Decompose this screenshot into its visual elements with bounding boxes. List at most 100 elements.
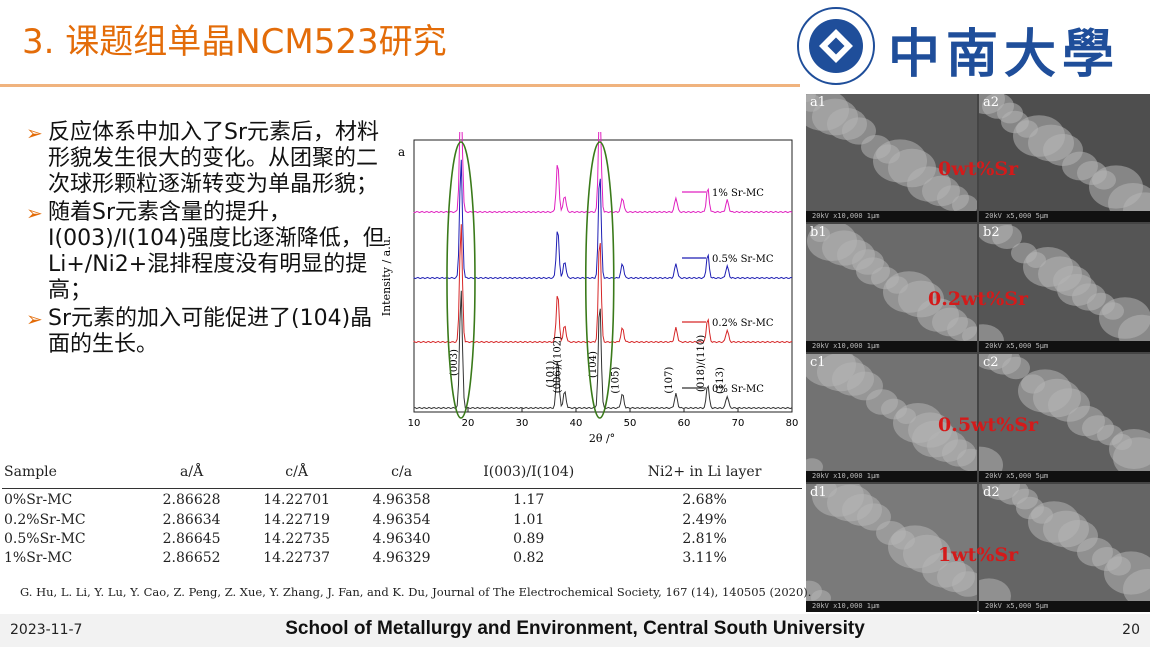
- table-cell: 14.22719: [263, 512, 331, 528]
- footer-school: School of Metallurgy and Environment, Ce…: [285, 618, 865, 639]
- legend-entry: 0.5% Sr-MC: [712, 254, 774, 265]
- page-number: 20: [1122, 622, 1140, 638]
- sem-info-bar: 20kV x5,000 5μm: [979, 211, 1150, 222]
- footer-bar: [0, 614, 1150, 647]
- sem-panel-label: b1: [810, 225, 827, 240]
- bullet-item: ➢ Sr元素的加入可能促进了(104)晶面的生长。: [26, 306, 373, 357]
- table-cell: 0.82: [513, 550, 545, 566]
- legend-entry: 0.2% Sr-MC: [712, 318, 774, 329]
- sem-image-tile: c2 20kV x5,000 5μm: [979, 354, 1150, 482]
- xrd-series-line: [413, 224, 793, 344]
- lattice-parameter-table: Sample a/Å c/Å c/a I(003)/I(104) Ni2+ in…: [2, 456, 802, 568]
- x-tick-label: 40: [570, 418, 583, 429]
- sem-info-bar: 20kV x5,000 5μm: [979, 471, 1150, 482]
- table-cell: 2.86628: [162, 491, 221, 508]
- xrd-series-line: [413, 159, 793, 280]
- table-cell: 4.96329: [372, 550, 431, 566]
- arrow-bullet-icon: ➢: [26, 121, 43, 145]
- table-cell: 2.86645: [162, 531, 221, 547]
- sem-caption: 0.2wt%Sr: [928, 288, 1028, 310]
- sem-image-tile: b1 20kV x10,000 1μm: [806, 224, 977, 352]
- sem-caption: 1wt%Sr: [938, 544, 1019, 566]
- sem-panel-label: c2: [983, 355, 999, 370]
- peak-label: (101): [546, 361, 557, 388]
- x-tick-label: 10: [408, 418, 421, 429]
- sem-micrograph: [979, 354, 1150, 482]
- col-ni-in-li: Ni2+ in Li layer: [607, 456, 802, 489]
- table-cell: 0%Sr-MC: [4, 491, 73, 508]
- table-cell: 1%Sr-MC: [4, 550, 73, 566]
- table-row: 0.2%Sr-MC 2.86634 14.22719 4.96354 1.01 2.49%: [2, 511, 802, 530]
- footer-date: 2023-11-7: [10, 622, 83, 638]
- peak-label: (006)/(102): [553, 336, 564, 393]
- reference-citation: G. Hu, L. Li, Y. Lu, Y. Cao, Z. Peng, Z.…: [20, 585, 812, 599]
- table-cell: 2.86652: [162, 550, 221, 566]
- sem-info-bar: 20kV x5,000 5μm: [979, 601, 1150, 612]
- sem-image-tile: b2 20kV x5,000 5μm: [979, 224, 1150, 352]
- col-c: c/Å: [240, 456, 353, 489]
- highlight-ellipse: [584, 141, 615, 419]
- legend-entry: 1% Sr-MC: [712, 188, 764, 199]
- sem-panel-label: d2: [983, 485, 1000, 500]
- bullet-item: ➢ 随着Sr元素含量的提升，I(003)/I(104)强度比逐渐降低，但Li+/N…: [26, 200, 385, 303]
- sem-info-bar: 20kV x10,000 1μm: [806, 211, 977, 222]
- bullet-list: ➢ 反应体系中加入了Sr元素后，材料形貌发生很大的变化。从团聚的二次球形颗粒逐渐转…: [26, 120, 386, 360]
- slide-title: 3. 课题组单晶NCM523研究: [22, 22, 447, 62]
- table-cell: 2.86634: [162, 512, 221, 528]
- xrd-chart: 10 20 30 40 50 60 70 80 2θ /° Intensity / a.u. a 0%…: [380, 132, 799, 445]
- university-logo: [797, 7, 875, 85]
- x-tick-label: 30: [516, 418, 529, 429]
- panel-label: a: [398, 145, 405, 159]
- table-cell: 4.96358: [372, 491, 431, 508]
- table-row: 1%Sr-MC 2.86652 14.22737 4.96329 0.82 3.11%: [2, 549, 802, 568]
- x-tick-label: 60: [678, 418, 691, 429]
- table-cell: 4.96340: [372, 531, 431, 547]
- sem-panel-label: a1: [810, 95, 827, 110]
- table-cell: 3.11%: [682, 550, 727, 566]
- sem-caption: 0wt%Sr: [938, 158, 1019, 180]
- x-axis-label: 2θ /°: [589, 432, 615, 445]
- arrow-bullet-icon: ➢: [26, 307, 43, 331]
- table-cell: 14.22701: [263, 491, 331, 508]
- table-cell: 2.68%: [682, 491, 727, 508]
- sem-micrograph: [806, 354, 977, 482]
- x-tick-label: 70: [732, 418, 745, 429]
- sem-panel-label: a2: [983, 95, 1000, 110]
- x-tick-label: 80: [786, 418, 799, 429]
- table-cell: 14.22735: [263, 531, 331, 547]
- sem-image-tile: c1 20kV x10,000 1μm: [806, 354, 977, 482]
- sem-image-grid: a1 20kV x10,000 1μm a2 20kV x5,000 5μm b1 20k…: [806, 94, 1150, 612]
- sem-micrograph: [806, 224, 977, 352]
- sem-panel-label: d1: [810, 485, 827, 500]
- bullet-item: ➢ 反应体系中加入了Sr元素后，材料形貌发生很大的变化。从团聚的二次球形颗粒逐渐转…: [26, 120, 380, 197]
- table-cell: 2.49%: [682, 512, 727, 528]
- sem-info-bar: 20kV x10,000 1μm: [806, 601, 977, 612]
- peak-label: (003): [449, 349, 460, 376]
- title-underline: [0, 84, 800, 87]
- sem-micrograph: [806, 94, 977, 222]
- col-c-over-a: c/a: [352, 456, 451, 489]
- arrow-bullet-icon: ➢: [26, 201, 43, 225]
- legend-entry: 0% Sr-MC: [712, 384, 764, 395]
- plot-frame: [413, 139, 793, 413]
- sem-info-bar: 20kV x5,000 5μm: [979, 341, 1150, 352]
- table-cell: 0.89: [513, 531, 545, 547]
- sem-panel-label: c1: [810, 355, 826, 370]
- peak-label: (107): [664, 367, 675, 394]
- sem-image-tile: a2 20kV x5,000 5μm: [979, 94, 1150, 222]
- sem-image-tile: d1 20kV x10,000 1μm: [806, 484, 977, 612]
- table-header-row: Sample a/Å c/Å c/a I(003)/I(104) Ni2+ in…: [2, 456, 802, 489]
- sem-image-tile: d2 20kV x5,000 5μm: [979, 484, 1150, 612]
- university-name: 中南大學: [888, 24, 1121, 85]
- table-cell: 0.2%Sr-MC: [4, 512, 86, 528]
- xrd-series-line: [413, 290, 793, 410]
- table-cell: 2.81%: [682, 531, 727, 547]
- table-cell: 0.5%Sr-MC: [4, 531, 86, 547]
- x-tick-label: 20: [462, 418, 475, 429]
- sem-micrograph: [979, 224, 1150, 352]
- table-row: 0.5%Sr-MC 2.86645 14.22735 4.96340 0.89 2.81%: [2, 530, 802, 549]
- peak-label: (105): [610, 367, 621, 394]
- sem-micrograph: [806, 484, 977, 612]
- table-cell: 4.96354: [372, 512, 431, 528]
- x-tick-label: 50: [624, 418, 637, 429]
